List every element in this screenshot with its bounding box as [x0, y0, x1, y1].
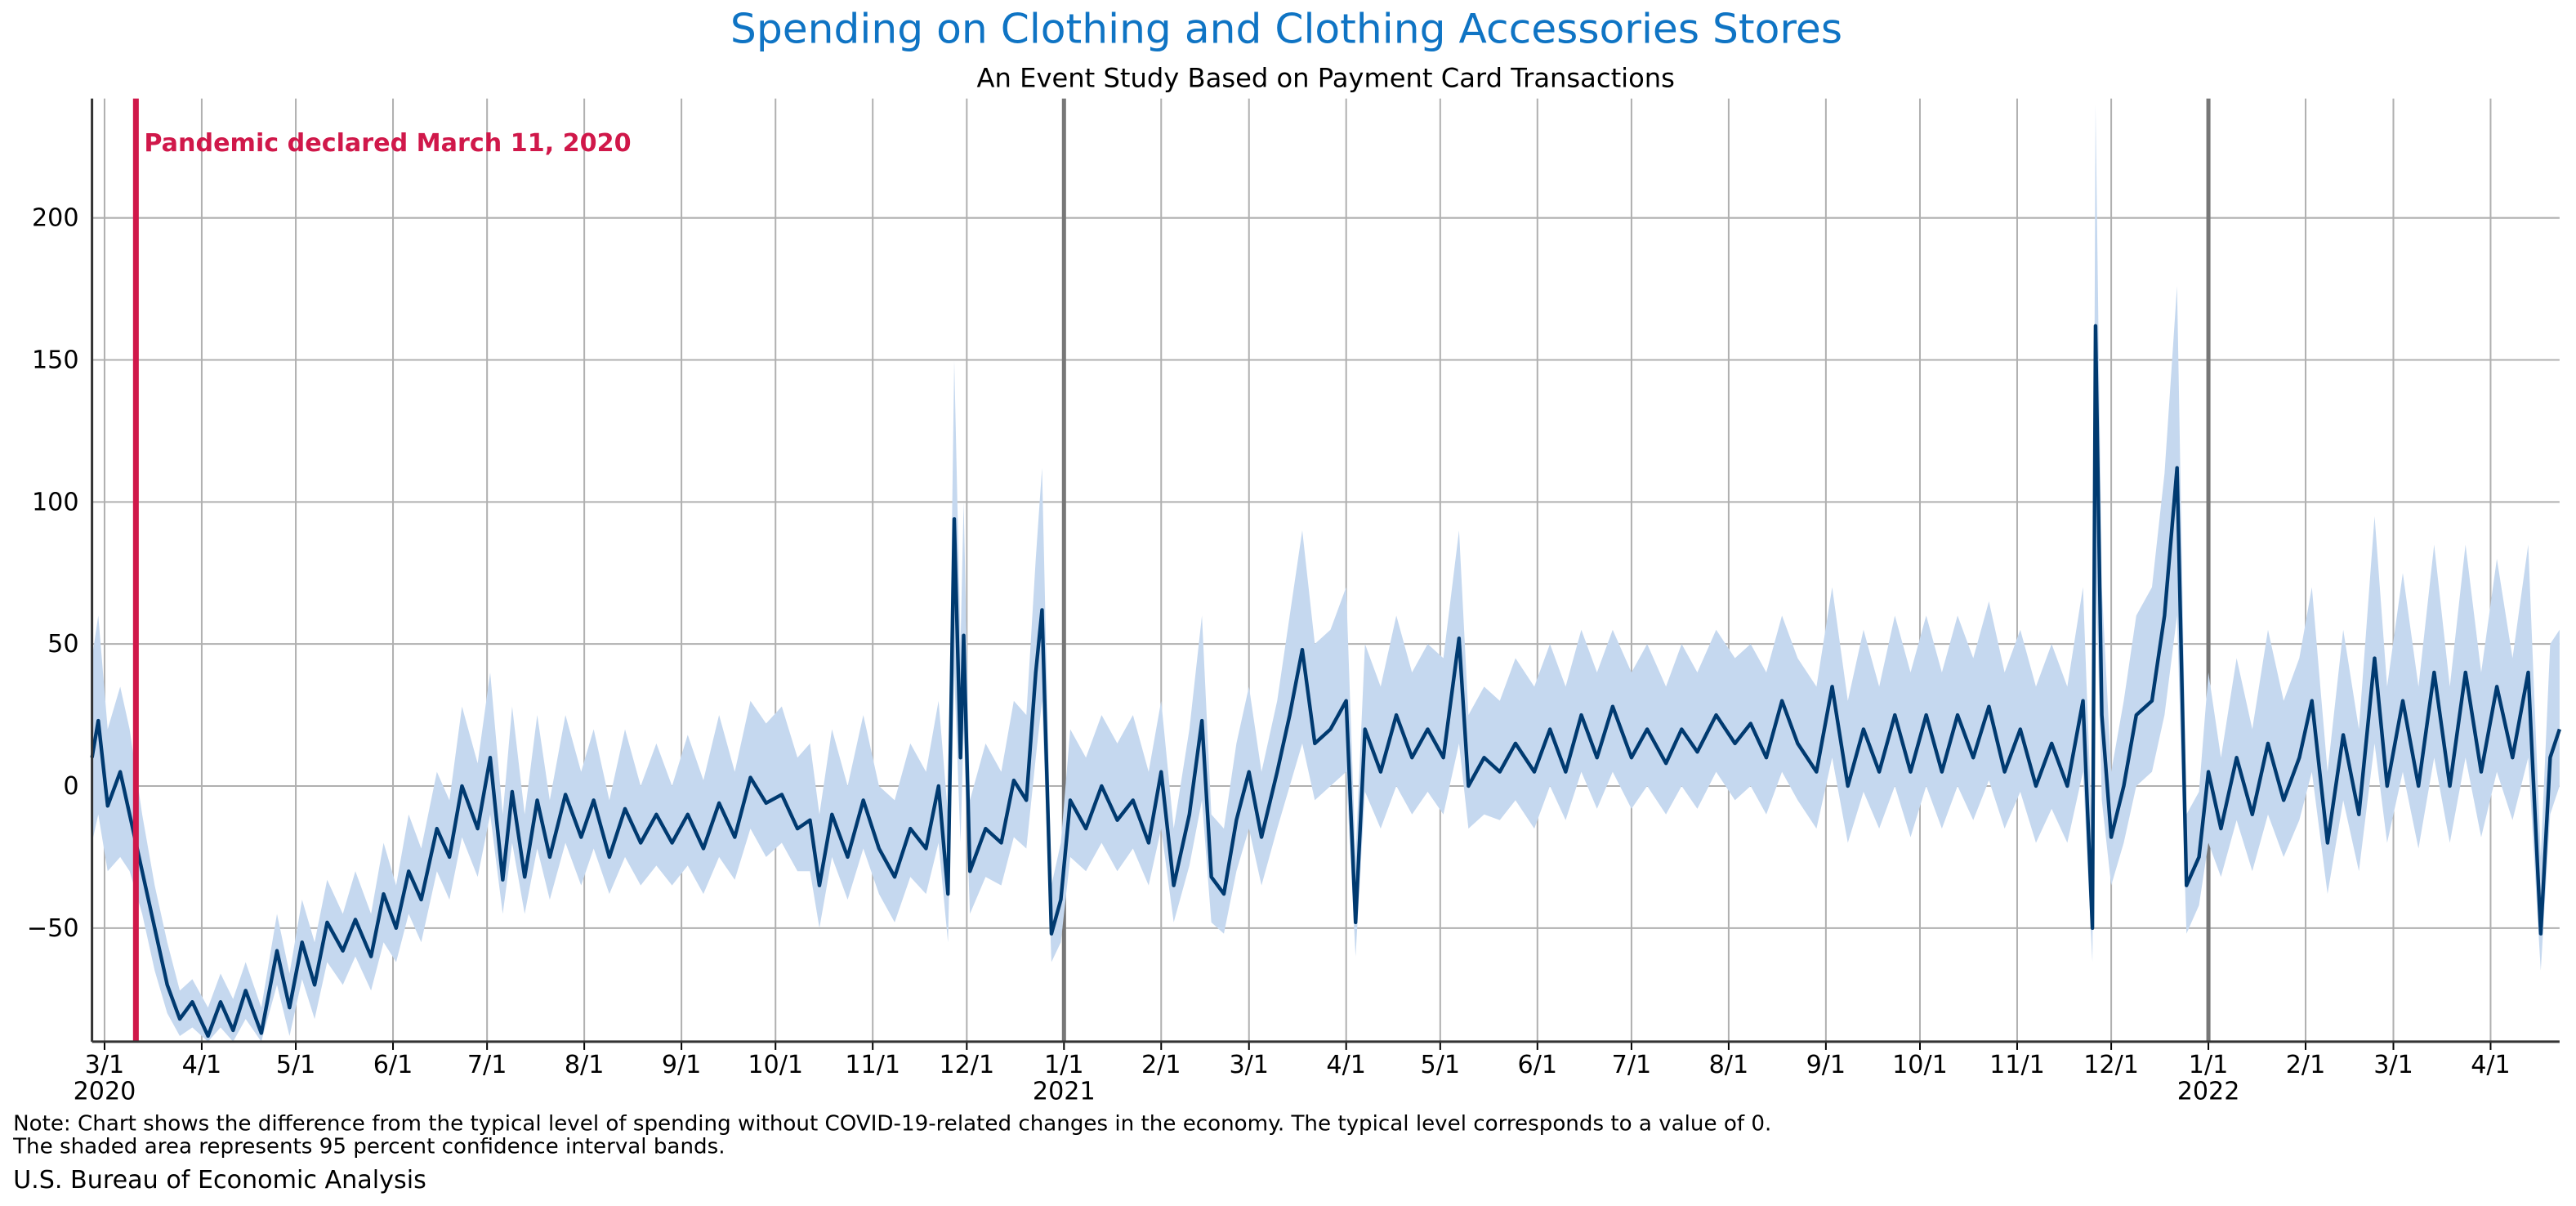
- note: Note: Chart shows the difference from th…: [13, 1111, 1771, 1136]
- x-tick-label: 4/1: [2471, 1051, 2511, 1079]
- x-tick-label: 5/1: [276, 1051, 316, 1079]
- x-tick-label: 2/1: [1141, 1051, 1181, 1079]
- x-tick-label: 9/1: [662, 1051, 702, 1079]
- x-tick-label: 11/1: [845, 1051, 900, 1079]
- x-tick-label: 9/1: [1806, 1051, 1846, 1079]
- x-tick-label: 12/1: [2083, 1051, 2139, 1079]
- x-tick-label: 12/1: [939, 1051, 994, 1079]
- y-tick-label: −50: [27, 914, 79, 943]
- x-tick-label: 1/1: [1044, 1051, 1084, 1079]
- source: U.S. Bureau of Economic Analysis: [13, 1166, 426, 1195]
- confidence-band: [92, 104, 2560, 1042]
- y-tick-label: 150: [32, 346, 79, 375]
- x-tick-label: 8/1: [565, 1051, 605, 1079]
- x-tick-label: 8/1: [1709, 1051, 1749, 1079]
- x-tick-label: 6/1: [373, 1051, 413, 1079]
- x-tick-label: 11/1: [1989, 1051, 2045, 1079]
- x-tick-label: 7/1: [467, 1051, 507, 1079]
- x-tick-label: 7/1: [1612, 1051, 1652, 1079]
- x-tick-label: 3/1: [2373, 1051, 2413, 1079]
- y-tick-label: 200: [32, 204, 79, 233]
- y-tick-label: 0: [63, 772, 78, 801]
- event-label: Pandemic declared March 11, 2020: [144, 129, 631, 158]
- x-tick-label: 3/1: [85, 1051, 125, 1079]
- year-label: 2020: [74, 1077, 136, 1106]
- x-tick-label: 10/1: [1892, 1051, 1948, 1079]
- y-tick-label: 50: [47, 630, 78, 659]
- data-line: [90, 324, 2561, 1038]
- x-tick-label: 4/1: [1326, 1051, 1366, 1079]
- chart-subtitle: An Event Study Based on Payment Card Tra…: [977, 63, 1675, 94]
- y-tick-label: 100: [32, 488, 79, 516]
- x-tick-label: 10/1: [748, 1051, 803, 1079]
- year-label: 2021: [1033, 1077, 1096, 1106]
- chart-title: Spending on Clothing and Clothing Access…: [730, 4, 1842, 52]
- x-tick-label: 1/1: [2189, 1051, 2229, 1079]
- note: The shaded area represents 95 percent co…: [12, 1135, 725, 1159]
- x-tick-label: 6/1: [1518, 1051, 1558, 1079]
- x-tick-label: 2/1: [2286, 1051, 2326, 1079]
- year-label: 2022: [2177, 1077, 2240, 1106]
- x-tick-label: 5/1: [1421, 1051, 1461, 1079]
- x-tick-label: 4/1: [182, 1051, 222, 1079]
- x-tick-label: 3/1: [1229, 1051, 1269, 1079]
